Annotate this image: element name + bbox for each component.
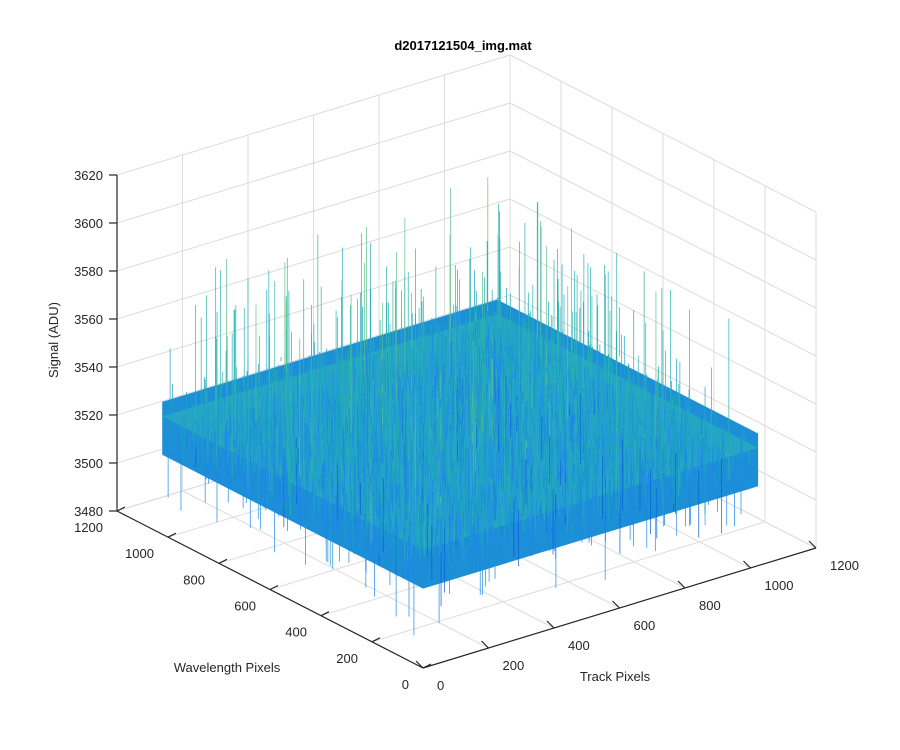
grid-line bbox=[116, 102, 511, 224]
y-tick-mark bbox=[116, 506, 126, 512]
grid-line bbox=[116, 246, 511, 368]
grid-line bbox=[371, 521, 766, 643]
x-tick-mark bbox=[481, 640, 489, 649]
y-tick-mark bbox=[371, 637, 381, 643]
x-tick-mark bbox=[808, 540, 817, 549]
grid-line bbox=[116, 294, 511, 416]
grid-line bbox=[116, 54, 511, 176]
x-tick-mark bbox=[546, 620, 555, 629]
x-tick-mark bbox=[677, 580, 686, 589]
x-tick-mark bbox=[415, 660, 424, 669]
surface-data bbox=[162, 177, 759, 636]
grid-line bbox=[509, 54, 817, 213]
x-tick-mark bbox=[612, 600, 620, 609]
y-tick-mark bbox=[320, 611, 330, 617]
axis-lines bbox=[109, 174, 817, 669]
y-tick-mark bbox=[269, 584, 279, 591]
grid-line bbox=[116, 198, 511, 320]
y-tick-mark bbox=[218, 558, 228, 564]
y-tick-mark bbox=[167, 532, 177, 538]
grid-line bbox=[116, 150, 511, 272]
grid-line bbox=[509, 246, 817, 405]
grid-line bbox=[509, 102, 817, 261]
x-tick-mark bbox=[743, 560, 751, 569]
y-tick-mark bbox=[422, 663, 432, 669]
grid-line bbox=[509, 150, 817, 309]
grid-line bbox=[509, 198, 817, 357]
